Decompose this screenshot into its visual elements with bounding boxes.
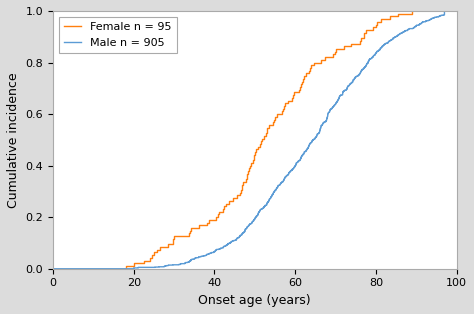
Line: Female n = 95: Female n = 95 [53, 11, 412, 269]
X-axis label: Onset age (years): Onset age (years) [199, 294, 311, 307]
Female n = 95 [224, 202, 229, 206]
Male n = 905 [275, 184, 281, 188]
Legend: Female n = 95, Male n = 905: Female n = 95, Male n = 905 [58, 17, 177, 53]
Male n = 905 [208, 251, 213, 255]
Male n = 905 [442, 9, 447, 13]
Y-axis label: Cumulative incidence: Cumulative incidence [7, 72, 20, 208]
Male n = 905 [50, 267, 56, 271]
Male n = 905 [364, 62, 369, 66]
Female n = 95 [50, 267, 56, 271]
Female n = 95 [258, 139, 264, 143]
Female n = 95 [271, 120, 276, 124]
Female n = 95 [409, 9, 415, 13]
Line: Male n = 905: Male n = 905 [53, 11, 445, 269]
Female n = 95 [306, 69, 312, 73]
Male n = 905 [302, 149, 308, 153]
Male n = 905 [247, 222, 253, 226]
Female n = 95 [151, 251, 156, 254]
Female n = 95 [131, 262, 137, 265]
Male n = 905 [277, 182, 283, 186]
